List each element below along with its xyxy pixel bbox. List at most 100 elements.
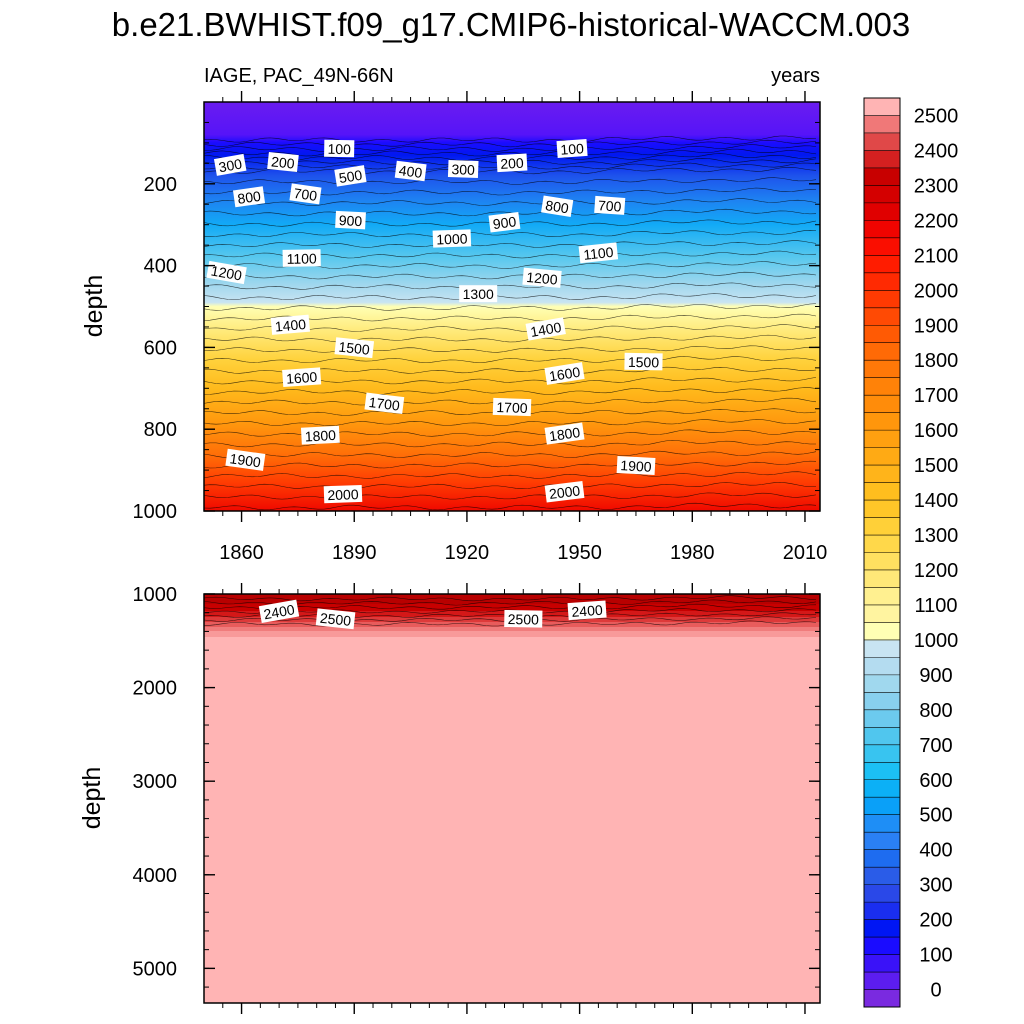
contour-label-box	[459, 285, 498, 303]
upper-contour-label: 1600	[282, 367, 322, 388]
contour-label-text: 2400	[262, 601, 296, 622]
contour-label-box	[258, 599, 300, 623]
upper-contour-label: 1200	[206, 260, 247, 285]
colorbar-swatch	[864, 972, 900, 990]
contour-line	[204, 334, 817, 343]
lower-x-ticks	[222, 583, 806, 1014]
contour-label-text: 1700	[368, 394, 401, 414]
upper-contour-label: 2000	[323, 484, 363, 504]
upper-contour-label: 1500	[624, 352, 663, 371]
colorbar-swatch	[864, 604, 900, 623]
contour-line	[204, 387, 817, 395]
upper-contour-label: 400	[394, 160, 427, 182]
colorbar-swatch	[864, 220, 900, 239]
colorbar-swatch	[864, 762, 900, 781]
contour-label-text: 2000	[327, 486, 359, 503]
colorbar-swatch	[864, 569, 900, 588]
contour-line	[204, 240, 817, 248]
upper-y-tick-label: 800	[144, 419, 177, 441]
colorbar-swatch	[864, 150, 900, 169]
contour-label-text: 1500	[628, 354, 660, 371]
colorbar-swatch	[864, 237, 900, 256]
contour-label-box	[323, 484, 363, 504]
contour-line	[204, 345, 817, 353]
lower-y-tick-label: 1000	[133, 584, 178, 606]
colorbar-swatch	[864, 779, 900, 798]
upper-contour-label: 300	[213, 153, 247, 176]
upper-contour-label: 1800	[300, 425, 340, 445]
contour-label-box	[488, 211, 521, 233]
upper-contour-lines	[204, 135, 817, 511]
colorbar-label: 1700	[914, 385, 959, 407]
lower-panel: 2400 2500 2500 2400 1000 2000 3000 4000 5000 de…	[78, 583, 821, 1014]
upper-contour-label: 1400	[270, 314, 311, 335]
upper-contour-label: 1700	[492, 397, 532, 417]
upper-y-tick-label: 400	[144, 256, 177, 278]
colorbar-label: 1900	[914, 315, 959, 337]
contour-label-text: 1000	[436, 230, 468, 247]
contour-label-text: 100	[560, 140, 585, 158]
contour-label-box	[364, 392, 405, 415]
upper-contour-label: 1400	[525, 317, 566, 341]
colorbar-label: 1100	[914, 595, 957, 617]
lower-band	[204, 594, 820, 605]
contour-label-text: 2500	[319, 610, 352, 629]
contour-line	[204, 230, 817, 237]
colorbar: 0 100 200 300 400 500 600 700 800 900 1000 1100 1200…	[863, 97, 959, 1008]
contour-label-text: 2000	[548, 482, 581, 502]
contour-line	[204, 450, 817, 458]
contour-line	[204, 139, 817, 148]
upper-contour-labels: 300 200 100 100 500 400 300 200 800 700 900 1000 900…	[206, 138, 663, 504]
contour-line	[204, 177, 817, 185]
colorbar-label: 0	[930, 980, 941, 1002]
contour-label-text: 1600	[548, 364, 581, 385]
colorbar-swatch	[864, 307, 900, 326]
contour-line	[204, 303, 817, 311]
upper-contour-label: 200	[267, 151, 299, 173]
contour-label-box	[492, 397, 532, 417]
contour-line	[204, 356, 817, 363]
upper-contour-label: 200	[496, 153, 528, 173]
contour-label-box	[324, 139, 355, 158]
upper-contour-label: 300	[447, 159, 479, 179]
contour-label-box	[270, 314, 311, 335]
contour-label-text: 200	[500, 155, 524, 172]
upper-contour-label: 1500	[334, 337, 375, 359]
contour-line	[204, 208, 817, 217]
contour-label-text: 1900	[229, 450, 262, 470]
colorbar-swatch	[864, 185, 900, 204]
contour-line	[204, 482, 817, 489]
upper-contour-label: 1300	[459, 285, 498, 303]
contour-label-box	[544, 480, 585, 503]
contour-label-text: 500	[338, 167, 364, 186]
colorbar-swatch	[864, 535, 900, 553]
contour-line	[204, 492, 817, 500]
colorbar-swatch	[864, 360, 900, 379]
colorbar-swatch	[864, 902, 900, 920]
contour-label-box	[267, 151, 299, 173]
upper-contour-label: 800	[232, 186, 266, 208]
contour-label-box	[544, 422, 585, 445]
colorbar-swatch	[864, 744, 900, 763]
contour-label-text: 1100	[583, 244, 615, 263]
contour-label-text: 300	[217, 155, 243, 175]
colorbar-swatch	[864, 709, 900, 728]
lower-contour-label: 2500	[504, 609, 543, 628]
contour-label-text: 800	[544, 197, 570, 216]
upper-contour-label: 1900	[616, 456, 656, 475]
x-tick-label: 1980	[670, 542, 715, 564]
colorbar-swatch	[864, 814, 900, 833]
colorbar-swatch	[864, 342, 900, 361]
contour-line	[204, 603, 817, 610]
colorbar-swatch	[864, 832, 900, 851]
colorbar-swatch	[864, 692, 900, 711]
colorbar-swatch	[864, 954, 900, 973]
colorbar-swatch	[864, 447, 900, 466]
colorbar-label: 2500	[914, 106, 959, 128]
contour-label-box	[334, 337, 375, 359]
lower-contour-label: 2400	[258, 599, 300, 623]
contour-label-text: 1800	[304, 427, 336, 445]
variable-label: IAGE, PAC_49N-66N	[204, 65, 394, 87]
contour-label-text: 900	[338, 212, 362, 229]
